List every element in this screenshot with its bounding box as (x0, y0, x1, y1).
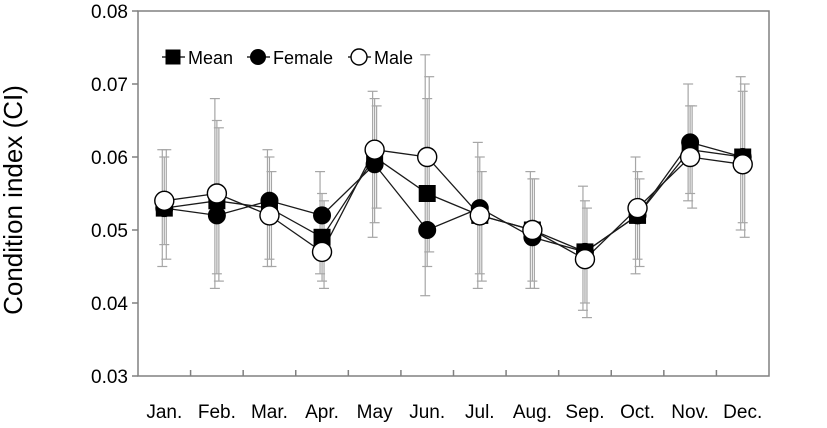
data-point-male (522, 219, 543, 241)
x-tick-label: Oct. (620, 402, 655, 423)
x-tick-label: May (357, 402, 393, 423)
legend-marker-male (350, 48, 368, 66)
series-lines (164, 141, 743, 261)
x-tick-label: Sep. (565, 402, 604, 423)
data-point-male (627, 197, 648, 219)
data-point-female (418, 221, 437, 239)
x-tick-label: Jun. (409, 402, 445, 423)
x-tick-label: Jan. (146, 402, 182, 423)
y-tick-label: 0.08 (91, 2, 128, 23)
x-tick-label: Feb. (198, 402, 236, 423)
y-tick-label: 0.07 (91, 75, 128, 96)
x-tick-label: Mar. (251, 402, 288, 423)
data-point-male (311, 241, 333, 263)
data-point-male (259, 205, 280, 226)
data-point-male (679, 146, 701, 168)
legend-marker-mean (165, 49, 181, 65)
data-point-male (732, 154, 753, 175)
data-point-male (206, 183, 228, 204)
y-tick-label: 0.05 (91, 221, 128, 242)
x-tick-label: Dec. (723, 402, 762, 423)
data-point-female (207, 206, 226, 225)
legend-label: Male (374, 48, 413, 68)
data-point-male (574, 249, 596, 270)
data-point-male (417, 146, 438, 168)
x-tick-label: Nov. (671, 402, 709, 423)
legend: Mean Female Male (162, 48, 413, 68)
x-tick-label: Apr. (305, 402, 339, 423)
x-tick-label: Jul. (465, 402, 495, 423)
series-markers (154, 133, 753, 270)
y-tick-label: 0.04 (91, 294, 128, 315)
data-point-male (469, 205, 490, 226)
legend-label: Mean (188, 48, 233, 68)
legend-marker-female (250, 49, 266, 65)
data-point-male (154, 190, 175, 212)
y-axis-label: Condition index (CI) (0, 85, 28, 315)
data-point-male (364, 139, 385, 160)
series-line-female (164, 141, 743, 253)
y-tick-label: 0.06 (91, 148, 128, 169)
x-tick-label: Aug. (513, 402, 552, 423)
y-tick-label: 0.03 (91, 367, 128, 388)
data-point-female (313, 206, 332, 225)
axis-ticks: 0.03 0.04 0.05 0.06 0.07 0.08 Jan. Feb. Mar. Apr.… (91, 2, 762, 423)
data-point-mean (418, 185, 436, 202)
legend-label: Female (273, 48, 333, 68)
series-line-mean (164, 149, 743, 253)
